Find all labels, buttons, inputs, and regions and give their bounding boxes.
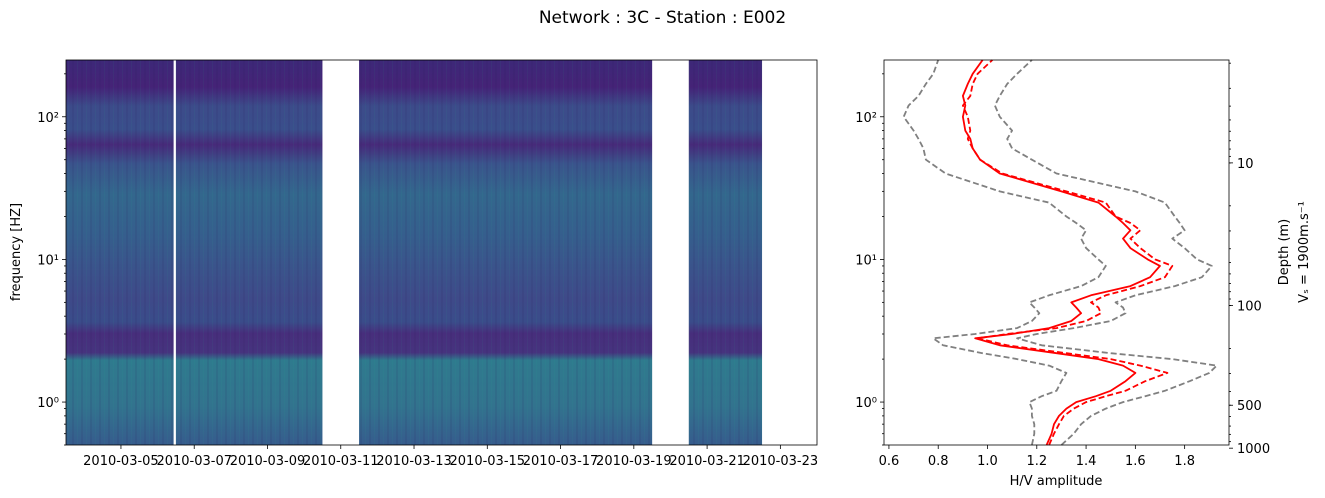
- hv-mean-alt-line: [962, 59, 1174, 446]
- hv-depth-ticks: 10 100 500 1000: [1229, 62, 1270, 457]
- y-tick-label: 10¹: [37, 253, 59, 268]
- depth-tick-label: 100: [1237, 300, 1262, 315]
- hv-x-ticks: 0.6 0.8 1.0 1.2 1.4 1.6 1.8: [879, 445, 1195, 469]
- spectrogram-texture: [359, 60, 653, 445]
- spectrogram-texture: [688, 60, 763, 445]
- x-tick-label: 0.8: [928, 454, 949, 469]
- spectrogram-x-ticks: 2010-03-052010-03-072010-03-092010-03-11…: [83, 445, 818, 469]
- x-tick-label: 0.6: [879, 454, 900, 469]
- x-tick-label: 2010-03-11: [303, 454, 379, 469]
- x-tick-label: 1.0: [977, 454, 998, 469]
- x-tick-label: 2010-03-05: [83, 454, 159, 469]
- x-tick-label: 2010-03-19: [596, 454, 672, 469]
- x-tick-label: 1.6: [1125, 454, 1146, 469]
- hv-panel: 0.6 0.8 1.0 1.2 1.4 1.6 1.8 10⁰ 10¹ 10² 10 100 500…: [855, 59, 1312, 489]
- x-tick-label: 2010-03-07: [156, 454, 232, 469]
- hv-mean-line: [962, 59, 1161, 446]
- depth-tick-label: 1000: [1237, 442, 1270, 457]
- x-tick-label: 2010-03-13: [376, 454, 452, 469]
- y-tick-label: 10⁰: [855, 396, 877, 411]
- spectrogram-texture: [175, 60, 323, 445]
- x-tick-label: 2010-03-21: [669, 454, 745, 469]
- spectrogram-texture: [66, 60, 174, 445]
- y-tick-label: 10²: [37, 111, 59, 126]
- x-tick-label: 2010-03-23: [743, 454, 819, 469]
- hv-upper-line: [994, 59, 1218, 446]
- hv-frame: [883, 59, 1230, 446]
- x-tick-label: 2010-03-15: [450, 454, 526, 469]
- x-tick-label: 2010-03-17: [523, 454, 599, 469]
- spectrogram-y-ticks: 10⁰ 10¹ 10²: [37, 73, 66, 446]
- y-tick-label: 10²: [855, 111, 877, 126]
- x-tick-label: 2010-03-09: [230, 454, 306, 469]
- spectrogram-panel: 2010-03-052010-03-072010-03-092010-03-11…: [9, 59, 818, 469]
- spectrogram-frame: [65, 59, 818, 446]
- hv-lower-line: [902, 59, 1107, 446]
- hv-xlabel: H/V amplitude: [1010, 474, 1103, 489]
- hv-y-ticks: 10⁰ 10¹ 10²: [855, 73, 884, 446]
- hv-curves: [902, 59, 1218, 446]
- x-tick-label: 1.4: [1076, 454, 1097, 469]
- x-tick-label: 1.8: [1174, 454, 1195, 469]
- depth-axis-label: Depth (m): [1277, 219, 1292, 286]
- y-tick-label: 10¹: [855, 253, 877, 268]
- velocity-label: Vₛ = 1900m.s⁻¹: [1297, 201, 1312, 303]
- spectrogram-segments: [66, 60, 763, 445]
- depth-tick-label: 10: [1237, 157, 1254, 172]
- figure-title: Network : 3C - Station : E002: [538, 8, 787, 28]
- y-tick-label: 10⁰: [37, 396, 59, 411]
- spectrogram-ylabel: frequency [HZ]: [9, 203, 24, 301]
- x-tick-label: 1.2: [1026, 454, 1047, 469]
- depth-tick-label: 500: [1237, 399, 1262, 414]
